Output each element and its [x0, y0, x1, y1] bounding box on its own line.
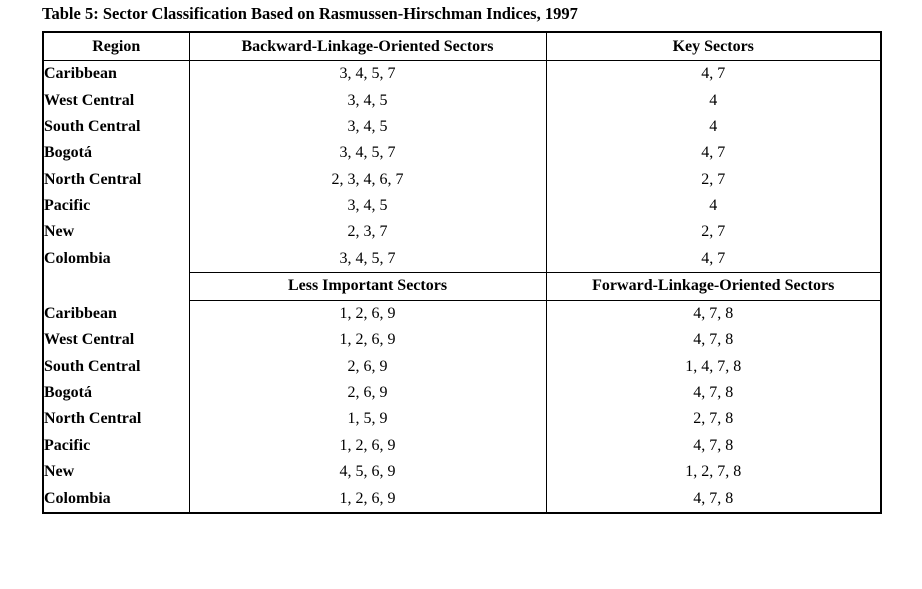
less-important-sectors-cell: 1, 2, 6, 9 — [188, 485, 546, 513]
backward-sectors-cell: 3, 4, 5 — [188, 87, 546, 114]
header-backward-linkage-sectors: Backward-Linkage-Oriented Sectors — [188, 32, 546, 61]
header-less-important-sectors: Less Important Sectors — [188, 271, 546, 301]
forward-sectors-cell: 1, 4, 7, 8 — [545, 353, 881, 380]
header-region: Region — [43, 32, 189, 61]
key-sectors-cell: 4 — [545, 113, 881, 141]
header-row-top: Region Backward-Linkage-Oriented Sectors… — [43, 32, 881, 61]
region-cell: West Central — [44, 331, 135, 349]
table-row: North Central 1, 5, 9 2, 7, 8 — [43, 406, 881, 433]
less-important-sectors-cell: 1, 2, 6, 9 — [188, 300, 546, 328]
forward-sectors-cell: 4, 7, 8 — [545, 300, 881, 328]
header-mid-empty-cell — [43, 272, 189, 300]
table-row: Pacific 1, 2, 6, 9 4, 7, 8 — [43, 432, 881, 459]
backward-sectors-cell: 2, 3, 4, 6, 7 — [188, 166, 546, 193]
key-sectors-cell: 4, 7 — [545, 140, 881, 167]
region-cell: Pacific — [44, 436, 91, 454]
region-cell: South Central — [44, 357, 141, 375]
table-row: Caribbean 1, 2, 6, 9 4, 7, 8 — [43, 300, 881, 328]
table-row: New 2, 3, 7 2, 7 — [43, 219, 881, 246]
forward-sectors-cell: 1, 2, 7, 8 — [545, 458, 881, 486]
region-cell: Bogotá — [44, 144, 92, 162]
header-row-mid: Less Important Sectors Forward-Linkage-O… — [43, 271, 881, 301]
backward-sectors-cell: 2, 3, 7 — [188, 219, 546, 246]
less-important-sectors-cell: 2, 6, 9 — [188, 353, 546, 380]
table-title: Table 5: Sector Classification Based on … — [42, 4, 578, 23]
table-row: Colombia 1, 2, 6, 9 4, 7, 8 — [43, 485, 881, 513]
less-important-sectors-cell: 1, 5, 9 — [188, 406, 546, 433]
table-row: North Central 2, 3, 4, 6, 7 2, 7 — [43, 166, 881, 193]
table-row: New 4, 5, 6, 9 1, 2, 7, 8 — [43, 458, 881, 486]
forward-sectors-cell: 4, 7, 8 — [545, 432, 881, 459]
table-row: Colombia 3, 4, 5, 7 4, 7 — [43, 245, 881, 273]
region-cell: West Central — [44, 91, 135, 109]
table-row: West Central 1, 2, 6, 9 4, 7, 8 — [43, 327, 881, 354]
forward-sectors-cell: 4, 7, 8 — [545, 485, 881, 513]
table-row: South Central 2, 6, 9 1, 4, 7, 8 — [43, 353, 881, 380]
region-cell: North Central — [44, 410, 142, 428]
key-sectors-cell: 4, 7 — [545, 60, 881, 88]
key-sectors-cell: 2, 7 — [545, 219, 881, 246]
less-important-sectors-cell: 1, 2, 6, 9 — [188, 327, 546, 354]
region-cell: Colombia — [44, 489, 111, 507]
forward-sectors-cell: 4, 7, 8 — [545, 327, 881, 354]
less-important-sectors-cell: 2, 6, 9 — [188, 379, 546, 407]
key-sectors-cell: 4 — [545, 192, 881, 220]
backward-sectors-cell: 3, 4, 5, 7 — [188, 245, 546, 273]
table-row: Pacific 3, 4, 5 4 — [43, 192, 881, 220]
table-row: West Central 3, 4, 5 4 — [43, 87, 881, 114]
region-cell: Colombia — [44, 249, 111, 267]
forward-sectors-cell: 2, 7, 8 — [545, 406, 881, 433]
table-row: South Central 3, 4, 5 4 — [43, 113, 881, 141]
sector-classification-table: Region Backward-Linkage-Oriented Sectors… — [42, 31, 882, 514]
backward-sectors-cell: 3, 4, 5 — [188, 113, 546, 141]
region-cell: New — [44, 463, 75, 480]
backward-sectors-cell: 3, 4, 5 — [188, 192, 546, 220]
region-cell: Bogotá — [44, 384, 92, 402]
region-cell: Caribbean — [44, 65, 117, 83]
table-row: Bogotá 2, 6, 9 4, 7, 8 — [43, 379, 881, 407]
backward-sectors-cell: 3, 4, 5, 7 — [188, 140, 546, 167]
backward-sectors-cell: 3, 4, 5, 7 — [188, 60, 546, 88]
forward-sectors-cell: 4, 7, 8 — [545, 379, 881, 407]
table-row: Caribbean 3, 4, 5, 7 4, 7 — [43, 60, 881, 88]
less-important-sectors-cell: 4, 5, 6, 9 — [188, 458, 546, 486]
header-key-sectors: Key Sectors — [545, 32, 881, 61]
key-sectors-cell: 4, 7 — [545, 245, 881, 273]
region-cell: North Central — [44, 170, 142, 188]
key-sectors-cell: 2, 7 — [545, 166, 881, 193]
key-sectors-cell: 4 — [545, 87, 881, 114]
less-important-sectors-cell: 1, 2, 6, 9 — [188, 432, 546, 459]
region-cell: South Central — [44, 118, 141, 136]
region-cell: Caribbean — [44, 304, 117, 322]
table-row: Bogotá 3, 4, 5, 7 4, 7 — [43, 140, 881, 167]
region-cell: Pacific — [44, 196, 91, 214]
region-cell: New — [44, 223, 75, 241]
header-forward-linkage-sectors: Forward-Linkage-Oriented Sectors — [545, 271, 881, 301]
